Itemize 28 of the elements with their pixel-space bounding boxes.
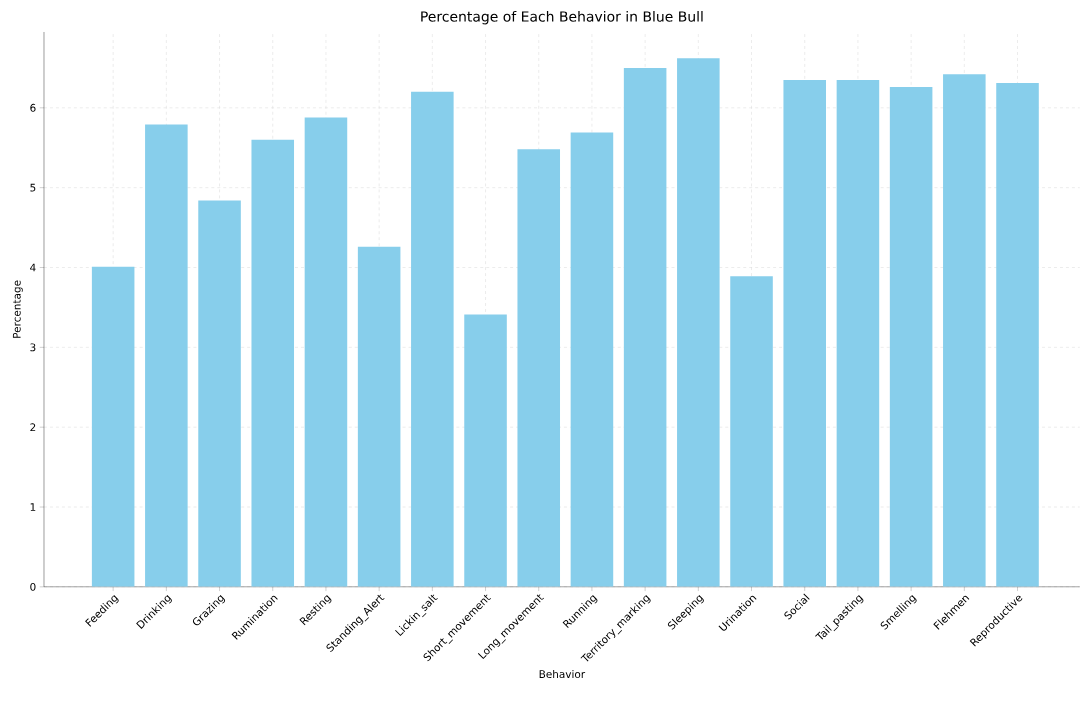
bar (304, 117, 348, 587)
bar (996, 83, 1039, 587)
y-tick-label: 0 (30, 582, 36, 591)
bar (91, 266, 135, 587)
bar (251, 139, 295, 587)
bar (464, 314, 507, 587)
bar (677, 58, 720, 587)
y-tick-label: 1 (30, 503, 36, 511)
bar (889, 87, 933, 587)
y-tick-label: 5 (30, 183, 36, 192)
bar (411, 91, 454, 587)
bar (570, 132, 614, 587)
y-tick-label: 6 (30, 103, 36, 112)
bar (145, 124, 188, 587)
bar (836, 79, 880, 587)
bar (783, 79, 827, 587)
y-axis-title: Percentage (12, 280, 23, 338)
bar (198, 200, 241, 587)
chart-title: Percentage of Each Behavior in Blue Bull (421, 11, 703, 25)
x-axis-title: Behavior (539, 670, 586, 679)
bar (357, 246, 401, 587)
y-tick-label: 3 (30, 343, 36, 352)
bar (730, 276, 773, 587)
y-tick-label: 4 (30, 263, 36, 272)
bar (943, 74, 986, 587)
y-tick-label: 2 (30, 423, 36, 432)
bar (623, 67, 667, 587)
bar (517, 149, 561, 587)
